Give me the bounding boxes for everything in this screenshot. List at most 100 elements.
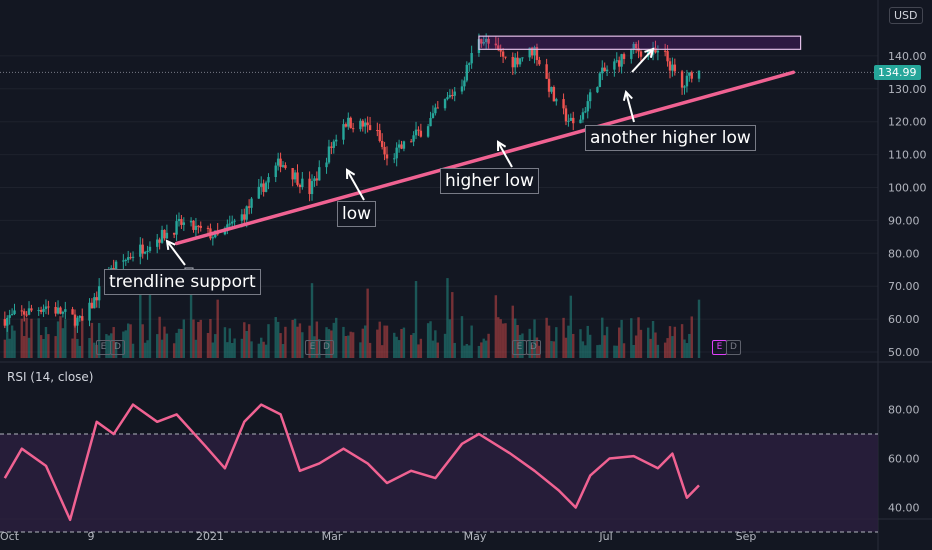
volume-bar xyxy=(647,327,650,358)
volume-bar xyxy=(126,323,130,358)
price-tick-label: 130.00 xyxy=(888,83,927,96)
volume-bar xyxy=(262,341,265,358)
candle-body xyxy=(465,64,469,81)
volume-bar xyxy=(569,295,573,358)
candle-body xyxy=(419,130,423,137)
candle-body xyxy=(547,78,551,92)
volume-bar xyxy=(330,330,333,358)
dividend-marker[interactable]: D xyxy=(110,340,125,355)
volume-bar xyxy=(59,316,62,358)
candle-body xyxy=(376,130,379,132)
candle-body xyxy=(501,51,505,57)
candle-body xyxy=(61,311,65,314)
volume-bar xyxy=(325,327,328,358)
volume-bar xyxy=(13,330,16,358)
dividend-marker[interactable]: D xyxy=(526,340,541,355)
candle-body xyxy=(690,72,693,79)
volume-bar xyxy=(409,334,413,358)
volume-bar xyxy=(177,328,181,358)
volume-bar xyxy=(139,285,142,358)
candle-body xyxy=(402,141,406,149)
volume-bar xyxy=(61,328,65,358)
candle-body xyxy=(6,317,9,326)
candle-body xyxy=(511,56,514,68)
volume-bar xyxy=(588,334,592,358)
volume-bar xyxy=(518,334,522,358)
volume-bar xyxy=(649,338,652,358)
volume-bar xyxy=(426,323,430,358)
candle-body xyxy=(426,126,430,137)
volume-bar xyxy=(562,317,565,358)
candle-body xyxy=(3,319,7,326)
volume-bar xyxy=(240,338,244,358)
volume-bar xyxy=(497,317,500,358)
volume-bar xyxy=(579,329,582,358)
date-tick-label: 9 xyxy=(88,530,95,543)
dividend-marker[interactable]: D xyxy=(726,340,741,355)
volume-bar xyxy=(165,333,169,358)
earnings-marker[interactable]: E xyxy=(512,340,527,355)
annotation-higher-low[interactable]: higher low xyxy=(440,168,539,194)
candle-body xyxy=(538,60,541,65)
arrow-shaft xyxy=(166,240,186,266)
volume-bar xyxy=(417,344,420,358)
volume-bar xyxy=(281,344,285,358)
arrow-shaft xyxy=(631,48,654,73)
candle-body xyxy=(601,67,604,74)
dividend-marker[interactable]: D xyxy=(319,340,334,355)
volume-bar xyxy=(313,336,316,358)
candle-body xyxy=(347,117,350,127)
candle-body xyxy=(697,70,701,79)
rsi-band xyxy=(0,433,878,533)
volume-bar xyxy=(226,342,229,358)
candle-body xyxy=(654,47,657,53)
volume-bar xyxy=(209,319,212,358)
volume-bar xyxy=(39,335,43,358)
candle-body xyxy=(274,165,277,178)
candle-body xyxy=(22,311,26,315)
rsi-tick-label: 40.00 xyxy=(888,502,920,515)
earnings-marker[interactable]: E xyxy=(305,340,320,355)
candle-body xyxy=(39,310,43,312)
volume-bar xyxy=(327,329,331,358)
volume-bar xyxy=(630,318,633,358)
candle-body xyxy=(276,158,280,166)
price-tick-label: 100.00 xyxy=(888,182,927,195)
annotation-trendline-support[interactable]: trendline support xyxy=(104,269,261,295)
candle-body xyxy=(366,122,369,126)
volume-bar xyxy=(211,342,215,358)
candle-body xyxy=(412,135,415,142)
earnings-marker[interactable]: E xyxy=(96,340,111,355)
volume-bar xyxy=(499,319,502,358)
currency-badge[interactable]: USD xyxy=(889,7,923,24)
volume-bar xyxy=(114,341,118,358)
volume-bar xyxy=(107,335,111,358)
annotation-another-higher-low[interactable]: another higher low xyxy=(585,125,756,151)
volume-bar xyxy=(143,342,147,358)
volume-bar xyxy=(463,345,466,358)
candle-body xyxy=(250,198,253,208)
rsi-tick-label: 80.00 xyxy=(888,404,920,417)
candle-body xyxy=(172,232,176,235)
volume-bar xyxy=(124,330,127,358)
volume-bar xyxy=(513,318,517,358)
annotation-low[interactable]: low xyxy=(337,201,377,227)
candle-body xyxy=(264,182,268,192)
candle-body xyxy=(446,97,449,100)
candle-body xyxy=(233,220,236,222)
date-tick-label: 2021 xyxy=(196,530,224,543)
candle-body xyxy=(586,101,589,112)
candle-body xyxy=(620,54,623,67)
volume-bar xyxy=(617,327,621,358)
volume-bar xyxy=(443,333,447,358)
volume-bar xyxy=(484,340,488,358)
volume-bar xyxy=(20,318,23,358)
volume-bar xyxy=(298,323,302,358)
earnings-marker[interactable]: E xyxy=(712,340,727,355)
candle-body xyxy=(78,316,82,318)
candle-body xyxy=(596,87,599,93)
volume-bar xyxy=(364,325,367,358)
candle-body xyxy=(622,54,626,59)
volume-bar xyxy=(233,338,236,358)
